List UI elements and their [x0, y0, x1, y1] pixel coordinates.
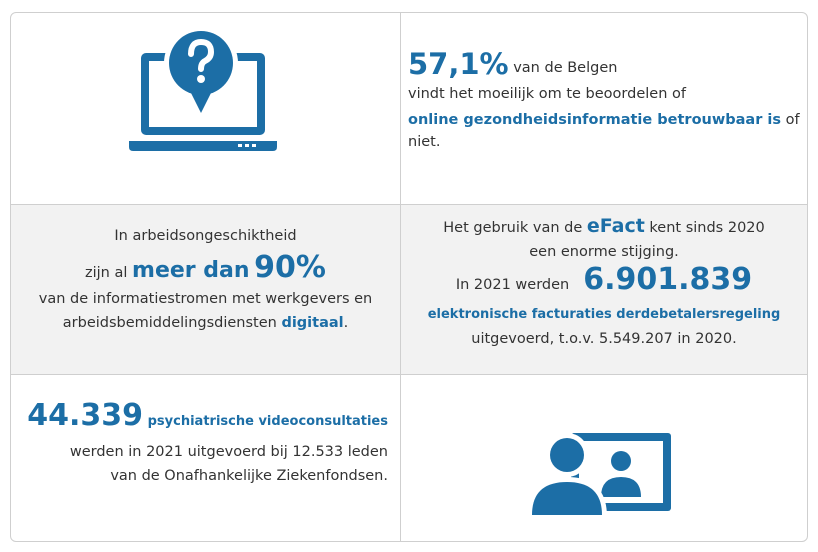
infographic-grid: 57,1% van de Belgen vindt het moeilijk o… [10, 12, 808, 542]
digital-line4-post: . [343, 315, 349, 331]
efact-line4: elektronische facturaties derdebetalersr… [427, 307, 781, 322]
video-count: 44.339 [27, 398, 144, 433]
video-line3: van de Onafhankelijke Ziekenfondsen. [110, 468, 388, 484]
digital-line1: In arbeidsongeschiktheid [114, 228, 297, 244]
video-consultation-icon [527, 433, 671, 517]
digital-line2-pre: zijn al [85, 265, 133, 281]
digital-line3: van de informatiestromen met werkgevers … [38, 291, 373, 307]
statistic-online-health-info: 57,1% van de Belgen vindt het moeilijk o… [401, 13, 807, 205]
efact-line2: een enorme stijging. [529, 244, 679, 260]
efact-line3-pre: In 2021 werden [455, 277, 570, 293]
stat-percentage: 57,1% [408, 47, 509, 81]
digital-percentage: 90% [254, 250, 326, 285]
statistic-digital-flows: In arbeidsongeschiktheid zijn al meer da… [11, 205, 401, 375]
digital-highlight: digitaal [281, 315, 344, 331]
efact-line1-pre: Het gebruik van de [443, 220, 587, 236]
video-line2: werden in 2021 uitgevoerd bij 12.533 led… [69, 444, 388, 460]
laptop-cell [11, 13, 401, 205]
laptop-question-icon [129, 26, 277, 151]
efact-label: eFact [586, 215, 645, 237]
stat-line2: vindt het moeilijk om te beoordelen of [408, 86, 686, 102]
efact-line5: uitgevoerd, t.o.v. 5.549.207 in 2020. [471, 331, 737, 347]
video-label: psychiatrische videoconsultaties [147, 414, 388, 429]
stat-line1: van de Belgen [508, 60, 618, 76]
efact-line1-post: kent sinds 2020 [644, 220, 765, 236]
digital-line4-pre: arbeidsbemiddelingsdiensten [62, 315, 282, 331]
statistic-efact: Het gebruik van de eFact kent sinds 2020… [401, 205, 807, 375]
efact-count: 6.901.839 [583, 262, 753, 297]
digital-more-than: meer dan [132, 258, 250, 283]
statistic-video-consultations: 44.339 psychiatrische videoconsultaties … [11, 375, 401, 541]
stat-highlight: online gezondheidsinformatie betrouwbaar… [408, 112, 781, 128]
video-cell [401, 375, 807, 541]
stat-line3: of niet. [408, 112, 800, 150]
